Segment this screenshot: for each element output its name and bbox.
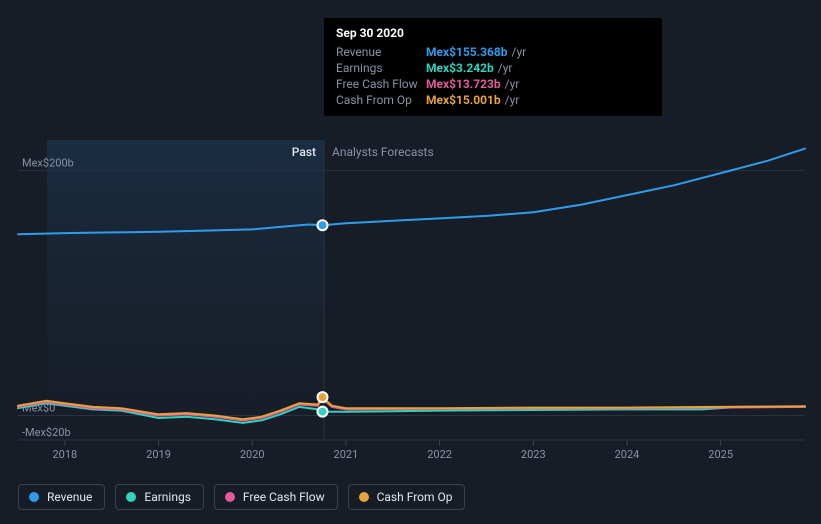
forecasts-label: Analysts Forecasts bbox=[332, 145, 434, 159]
legend-dot bbox=[126, 492, 136, 502]
tooltip-key: Free Cash Flow bbox=[336, 77, 426, 91]
legend-item-cash-from-op[interactable]: Cash From Op bbox=[348, 484, 466, 510]
legend-label: Earnings bbox=[144, 490, 191, 504]
tooltip-unit: /yr bbox=[498, 61, 513, 75]
tooltip-key: Earnings bbox=[336, 61, 426, 75]
x-tick-label: 2021 bbox=[334, 448, 359, 461]
x-tick-label: 2025 bbox=[708, 448, 733, 461]
marker-cfo bbox=[317, 392, 327, 402]
tooltip-date: Sep 30 2020 bbox=[336, 26, 650, 40]
tooltip-key: Revenue bbox=[336, 45, 426, 59]
past-label: Past bbox=[292, 145, 316, 159]
tooltip-value: Mex$13.723b bbox=[426, 77, 501, 91]
legend-label: Cash From Op bbox=[377, 490, 453, 504]
legend-label: Revenue bbox=[47, 490, 92, 504]
legend-dot bbox=[225, 492, 235, 502]
hover-tooltip: Sep 30 2020 RevenueMex$155.368b /yrEarni… bbox=[324, 18, 662, 116]
tooltip-key: Cash From Op bbox=[336, 93, 426, 107]
x-tick-label: 2020 bbox=[240, 448, 265, 461]
legend-label: Free Cash Flow bbox=[243, 490, 325, 504]
legend: Revenue Earnings Free Cash Flow Cash From O… bbox=[18, 484, 465, 510]
x-tick-label: 2023 bbox=[521, 448, 546, 461]
y-tick-label: Mex$200b bbox=[22, 157, 74, 170]
tooltip-unit: /yr bbox=[512, 45, 527, 59]
tooltip-row: Free Cash FlowMex$13.723b /yr bbox=[336, 76, 650, 92]
tooltip-value: Mex$155.368b bbox=[426, 45, 508, 59]
tooltip-row: EarningsMex$3.242b /yr bbox=[336, 60, 650, 76]
marker-revenue bbox=[317, 220, 327, 230]
legend-dot bbox=[359, 492, 369, 502]
y-tick-label: -Mex$20b bbox=[22, 426, 71, 439]
financials-chart: -Mex$20bMex$0Mex$200b2018201920202021202… bbox=[0, 0, 821, 524]
tooltip-row: RevenueMex$155.368b /yr bbox=[336, 44, 650, 60]
legend-item-earnings[interactable]: Earnings bbox=[115, 484, 204, 510]
x-tick-label: 2022 bbox=[427, 448, 452, 461]
x-tick-label: 2019 bbox=[146, 448, 171, 461]
legend-item-revenue[interactable]: Revenue bbox=[18, 484, 105, 510]
legend-item-free-cash-flow[interactable]: Free Cash Flow bbox=[214, 484, 338, 510]
tooltip-value: Mex$3.242b bbox=[426, 61, 494, 75]
marker-earnings bbox=[317, 407, 327, 417]
tooltip-value: Mex$15.001b bbox=[426, 93, 501, 107]
x-tick-label: 2024 bbox=[615, 448, 640, 461]
tooltip-unit: /yr bbox=[505, 77, 520, 91]
legend-dot bbox=[29, 492, 39, 502]
tooltip-unit: /yr bbox=[505, 93, 520, 107]
x-tick-label: 2018 bbox=[52, 448, 77, 461]
past-region bbox=[47, 140, 324, 440]
tooltip-row: Cash From OpMex$15.001b /yr bbox=[336, 92, 650, 108]
